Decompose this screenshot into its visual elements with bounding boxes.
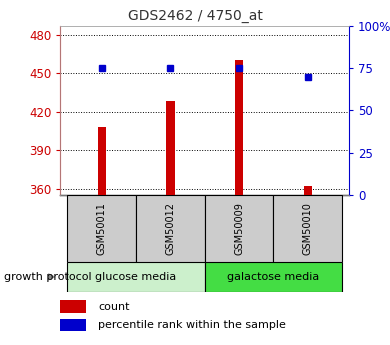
Bar <box>67 262 205 292</box>
Text: GSM50012: GSM50012 <box>165 202 176 255</box>
Text: galactose media: galactose media <box>227 272 319 282</box>
Text: glucose media: glucose media <box>96 272 177 282</box>
Bar <box>166 101 174 195</box>
Bar <box>304 186 312 195</box>
Bar <box>136 195 205 262</box>
Bar <box>235 60 243 195</box>
Text: GSM50011: GSM50011 <box>97 202 107 255</box>
Text: GDS2462 / 4750_at: GDS2462 / 4750_at <box>128 9 262 23</box>
Text: GSM50010: GSM50010 <box>303 202 313 255</box>
Bar <box>60 319 87 331</box>
Text: count: count <box>98 302 129 312</box>
Text: GSM50009: GSM50009 <box>234 202 244 255</box>
Bar <box>60 300 87 313</box>
Bar <box>273 195 342 262</box>
Text: growth protocol: growth protocol <box>4 272 92 282</box>
Bar <box>67 195 136 262</box>
Text: percentile rank within the sample: percentile rank within the sample <box>98 320 286 330</box>
Bar <box>98 127 106 195</box>
Bar <box>205 195 273 262</box>
Bar <box>205 262 342 292</box>
